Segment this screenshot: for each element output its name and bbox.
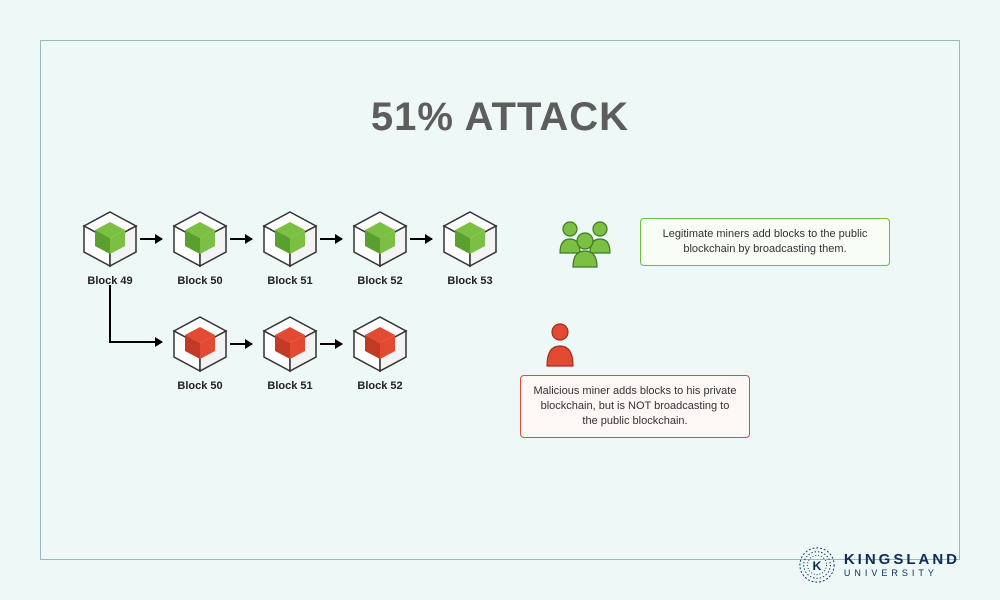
arrow-icon: [320, 343, 342, 345]
page-title: 51% ATTACK: [0, 95, 1000, 140]
cube-icon: [440, 210, 500, 268]
arrow-icon: [230, 238, 252, 240]
cube-icon: [350, 210, 410, 268]
block-public-50: Block 50: [170, 210, 230, 287]
logo-icon: K: [798, 546, 836, 584]
brand-name: KINGSLAND: [844, 552, 960, 567]
arrow-icon: [320, 238, 342, 240]
legend-public: Legitimate miners add blocks to the publ…: [640, 218, 890, 266]
cube-icon: [260, 315, 320, 373]
block-private-51: Block 51: [260, 315, 320, 392]
arrow-icon: [140, 238, 162, 240]
block-public-49: Block 49: [80, 210, 140, 287]
block-public-51: Block 51: [260, 210, 320, 287]
cube-icon: [260, 210, 320, 268]
cube-icon: [170, 315, 230, 373]
cube-icon: [350, 315, 410, 373]
brand-sub: UNIVERSITY: [844, 569, 960, 578]
arrow-icon: [230, 343, 252, 345]
block-public-52: Block 52: [350, 210, 410, 287]
legend-private: Malicious miner adds blocks to his priva…: [520, 375, 750, 438]
cube-icon: [80, 210, 140, 268]
miners-group-icon: [550, 215, 620, 275]
cube-icon: [170, 210, 230, 268]
block-public-53: Block 53: [440, 210, 500, 287]
block-private-50: Block 50: [170, 315, 230, 392]
diagram: Block 49 Block 50 Block 51 Block 52 Bloc…: [80, 210, 920, 470]
arrow-icon: [410, 238, 432, 240]
malicious-miner-icon: [540, 320, 580, 375]
brand-logo: K KINGSLAND UNIVERSITY: [798, 546, 960, 584]
block-private-52: Block 52: [350, 315, 410, 392]
svg-text:K: K: [812, 559, 821, 573]
